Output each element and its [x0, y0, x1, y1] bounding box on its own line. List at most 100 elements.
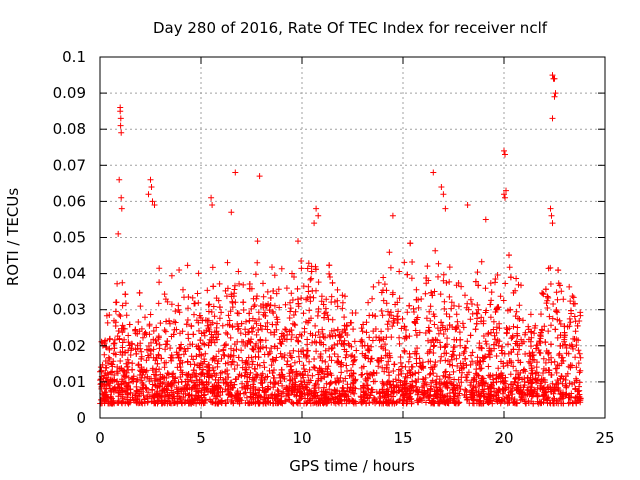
- data-point: [551, 75, 558, 82]
- data-point: [283, 285, 290, 292]
- data-point: [320, 388, 327, 395]
- data-point: [275, 380, 282, 387]
- data-point: [495, 365, 502, 372]
- data-point: [328, 345, 335, 352]
- data-point: [448, 299, 455, 306]
- data-point: [566, 342, 573, 349]
- data-point: [557, 391, 564, 398]
- data-point: [528, 343, 534, 350]
- data-point: [275, 286, 282, 293]
- data-point: [144, 399, 151, 406]
- data-point: [453, 324, 460, 331]
- data-point: [376, 334, 383, 341]
- data-point: [311, 399, 318, 406]
- data-point: [134, 396, 141, 403]
- data-point: [389, 212, 396, 219]
- data-point: [105, 360, 111, 366]
- data-point: [246, 338, 253, 345]
- data-point: [487, 314, 494, 321]
- data-point: [560, 357, 567, 364]
- data-point: [518, 336, 525, 343]
- data-point: [316, 334, 323, 341]
- data-point: [501, 147, 507, 154]
- data-point: [338, 369, 345, 376]
- data-point: [243, 318, 249, 325]
- data-point: [351, 338, 358, 345]
- data-point: [313, 287, 319, 294]
- data-point: [530, 352, 537, 358]
- data-point: [510, 346, 517, 353]
- data-point: [263, 303, 270, 309]
- data-point: [569, 343, 576, 350]
- data-point: [180, 391, 187, 397]
- data-point: [426, 328, 433, 335]
- data-point: [553, 397, 560, 404]
- data-point: [271, 329, 278, 336]
- data-point: [474, 354, 481, 361]
- data-point: [488, 347, 495, 354]
- data-point: [251, 377, 258, 384]
- data-point: [382, 347, 389, 353]
- data-point: [494, 398, 501, 405]
- data-point: [384, 321, 391, 328]
- data-point: [302, 395, 309, 402]
- data-point: [531, 330, 538, 337]
- data-point: [557, 375, 564, 382]
- data-point: [521, 366, 528, 373]
- data-point: [326, 262, 333, 269]
- data-point: [442, 373, 449, 380]
- data-point: [289, 297, 296, 303]
- data-point: [534, 392, 541, 399]
- data-point: [561, 332, 568, 339]
- data-point: [305, 377, 312, 384]
- data-point: [405, 358, 412, 365]
- data-point: [233, 346, 240, 353]
- data-point: [200, 382, 207, 388]
- data-point: [148, 339, 154, 346]
- data-point: [507, 371, 514, 378]
- data-point: [542, 286, 549, 293]
- data-point: [114, 280, 121, 287]
- data-point: [204, 371, 211, 378]
- data-point: [102, 343, 109, 350]
- data-point: [177, 344, 183, 351]
- data-point: [311, 220, 318, 227]
- data-point: [140, 381, 147, 388]
- data-point: [525, 386, 532, 393]
- data-point: [544, 305, 551, 311]
- data-point: [342, 391, 349, 398]
- data-point: [373, 370, 380, 376]
- data-point: [170, 331, 177, 338]
- data-point: [416, 396, 423, 403]
- data-point: [124, 396, 131, 403]
- data-point: [508, 388, 515, 395]
- data-point: [396, 387, 403, 394]
- data-point: [313, 205, 320, 212]
- data-point: [236, 371, 243, 378]
- data-point: [556, 350, 563, 357]
- data-point: [559, 380, 566, 387]
- data-point: [391, 317, 398, 324]
- data-point: [363, 400, 370, 407]
- data-point: [143, 357, 150, 364]
- data-point: [462, 292, 468, 299]
- data-point: [107, 393, 114, 400]
- data-point: [147, 347, 154, 354]
- data-point: [210, 334, 216, 341]
- data-point: [156, 279, 163, 286]
- data-point: [288, 290, 295, 297]
- data-point: [365, 346, 372, 353]
- data-point: [549, 115, 556, 122]
- data-point: [146, 375, 153, 382]
- x-tick-label: 10: [292, 429, 311, 447]
- data-point: [453, 355, 460, 362]
- data-point: [479, 382, 486, 389]
- data-point: [454, 318, 461, 325]
- data-point: [269, 356, 276, 363]
- data-point: [475, 388, 482, 395]
- data-point: [443, 311, 450, 317]
- data-point: [567, 319, 574, 326]
- data-point: [407, 240, 414, 247]
- data-point: [520, 384, 527, 391]
